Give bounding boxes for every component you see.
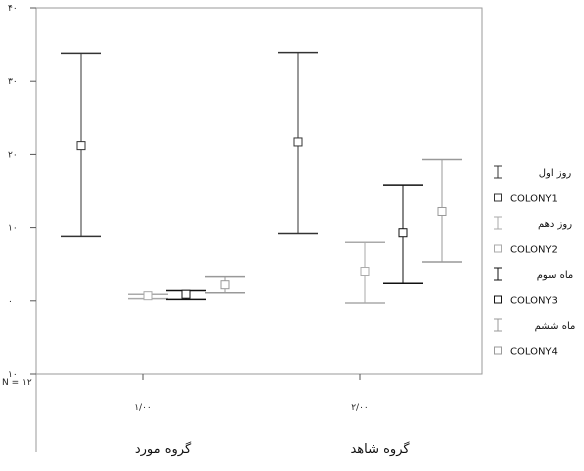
chart-marks [61,51,462,304]
x-ticks: ۱/۰۰ گروه مورد ۲/۰۰ گروه شاهد [134,374,410,457]
mean-marker [220,280,230,290]
y-tick-label: ۰ [8,297,13,307]
legend-series-name: روز دهم [538,219,572,230]
legend-series-name: ماه ششم [535,321,576,332]
mean-marker [76,141,86,151]
y-tick-label: ۱۰ [8,370,18,380]
legend-marker-icon [494,295,502,304]
mean-marker [143,291,153,301]
legend-series-name: ماه سوم [537,270,574,281]
legend-marker-icon [494,244,502,253]
y-tick-label: ۱۰ [8,224,18,234]
mean-marker [293,137,303,147]
n-label: N = ۱۲ [2,378,32,388]
mean-marker [398,228,408,238]
y-tick-label: ۴۰ [8,4,18,14]
legend-series-name: روز اول [539,168,572,179]
series-1-group [61,51,318,238]
series-4-group [205,158,462,294]
legend-marker-label: COLONY1 [510,194,558,205]
mean-marker [181,289,191,299]
series-3-group [166,184,423,301]
mean-marker [437,206,447,216]
y-tick-label: ۳۰ [8,77,18,87]
series-2-group [128,241,385,304]
y-tick-label: ۲۰ [8,150,18,160]
plot-area-frame [35,7,483,375]
legend-marker-icon [494,346,502,355]
legend-marker-icon [494,193,502,202]
legend-marker-label: COLONY2 [510,245,558,256]
category-label: گروه مورد [135,441,192,457]
x-tick-label: ۱/۰۰ [134,403,152,413]
axes [35,7,483,452]
x-tick-label: ۲/۰۰ [351,403,369,413]
mean-marker [360,267,370,277]
category-label: گروه شاهد [350,441,410,457]
legend: روز اول COLONY1 روز دهم COLONY2 ماه سوم COLON… [494,165,576,358]
y-ticks: ۴۰ ۳۰ ۲۰ ۱۰ ۰ ۱۰ [8,4,36,380]
legend-marker-label: COLONY3 [510,296,558,307]
legend-marker-label: COLONY4 [510,347,558,358]
